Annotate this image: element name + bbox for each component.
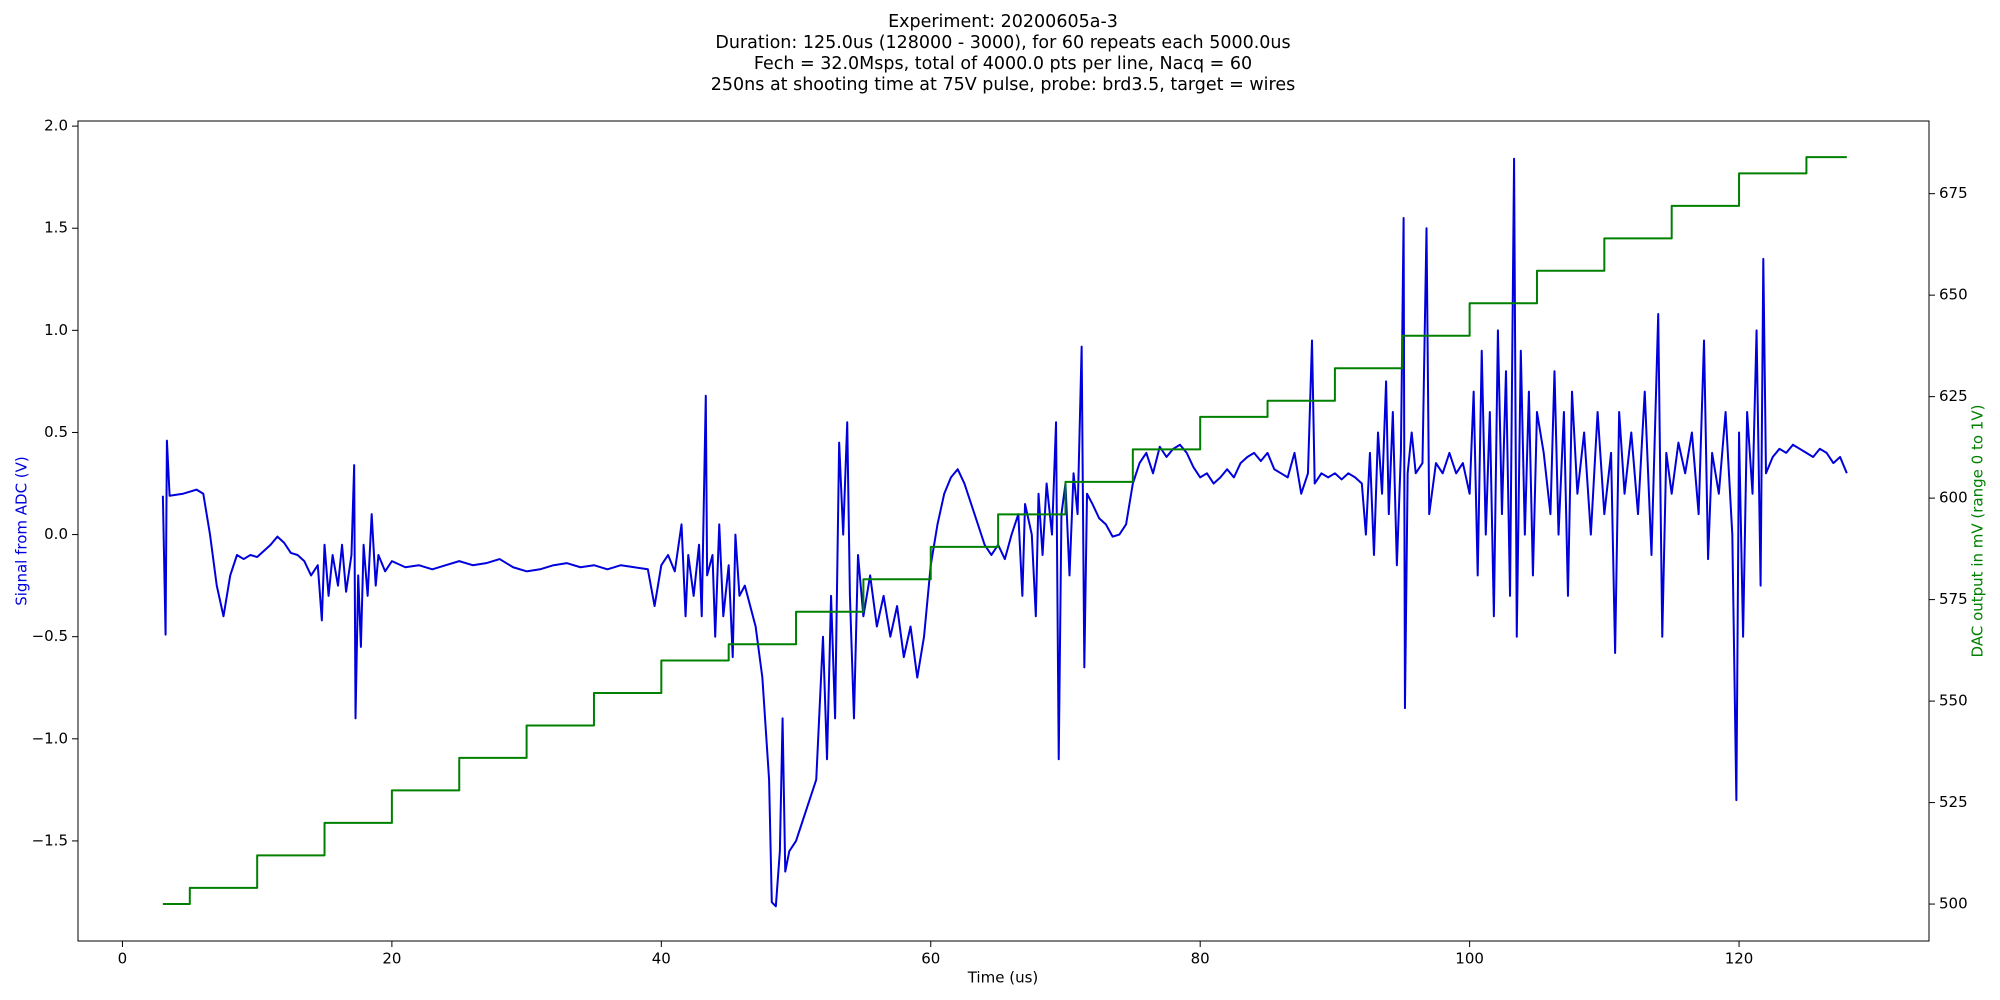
chart-title: Fech = 32.0Msps, total of 4000.0 pts per… (754, 54, 1252, 74)
y-tick-label: −1.5 (32, 831, 68, 849)
x-axis-label: Time (us) (967, 969, 1039, 987)
data-line (162, 156, 1847, 906)
x-tick-label: 20 (382, 950, 401, 968)
y2-axis-label: DAC output in mV (range 0 to 1V) (1969, 405, 1987, 658)
y-tick-label: −0.5 (32, 627, 68, 645)
x-tick-label: 80 (1191, 950, 1210, 968)
x-tick-label: 60 (921, 950, 940, 968)
x-tick-label: 40 (652, 950, 671, 968)
x-tick-label: 120 (1725, 950, 1754, 968)
chart-title: Duration: 125.0us (128000 - 3000), for 6… (715, 33, 1290, 53)
x-tick-label: 0 (118, 950, 128, 968)
y-tick-label: 0.0 (44, 525, 68, 543)
y2-tick-label: 500 (1939, 895, 1968, 913)
y2-tick-label: 625 (1939, 387, 1968, 405)
y-tick-label: 1.0 (44, 321, 68, 339)
y-tick-label: 2.0 (44, 117, 68, 135)
y-tick-label: 1.5 (44, 219, 68, 237)
y-tick-label: −1.0 (32, 729, 68, 747)
y2-tick-label: 600 (1939, 489, 1968, 507)
chart-title: 250ns at shooting time at 75V pulse, pro… (711, 75, 1295, 95)
y2-tick-label: 525 (1939, 793, 1968, 811)
y2-tick-label: 575 (1939, 590, 1968, 608)
y-tick-label: 0.5 (44, 423, 68, 441)
chart-title: Experiment: 20200605a-3 (888, 12, 1118, 32)
y2-tick-label: 650 (1939, 286, 1968, 304)
x-tick-label: 100 (1455, 950, 1484, 968)
y2-tick-label: 550 (1939, 692, 1968, 710)
y2-tick-label: 675 (1939, 184, 1968, 202)
data-line (161, 157, 1848, 908)
y-axis-label: Signal from ADC (V) (13, 456, 31, 606)
plot-frame (77, 120, 1930, 942)
